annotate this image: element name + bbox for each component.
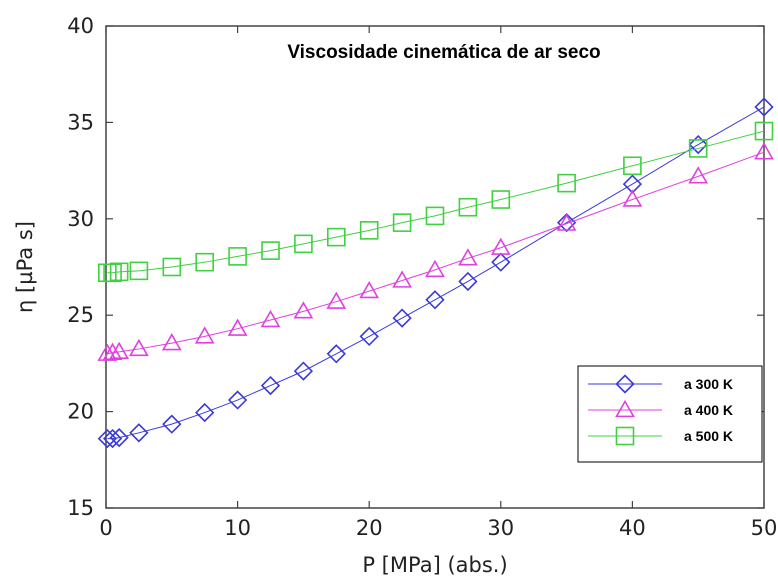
y-tick-label: 25 <box>67 303 94 327</box>
y-axis-label: η [µPa s] <box>13 221 37 313</box>
x-tick-label: 20 <box>356 516 383 540</box>
data-point <box>688 139 708 158</box>
data-point <box>260 309 281 328</box>
y-tick-label: 35 <box>67 110 94 134</box>
series-line <box>107 106 765 440</box>
series-triangle <box>97 142 774 361</box>
data-point <box>326 344 346 364</box>
data-point <box>557 173 576 193</box>
legend-label: a 400 K <box>684 402 733 418</box>
series-line <box>107 151 765 355</box>
data-point <box>109 341 130 360</box>
data-point <box>195 402 215 423</box>
data-point <box>162 257 182 277</box>
data-point <box>425 259 445 278</box>
data-point <box>556 213 577 233</box>
data-point <box>556 213 577 231</box>
data-point <box>359 326 379 347</box>
data-point <box>458 197 478 217</box>
data-point <box>260 375 281 396</box>
data-point <box>228 247 247 266</box>
series-layer <box>97 97 774 449</box>
legend-item: a 500 K <box>588 426 733 446</box>
data-point <box>294 234 313 254</box>
data-point <box>103 263 122 283</box>
legend-label: a 300 K <box>684 376 733 392</box>
series-line <box>107 130 765 274</box>
data-point <box>688 134 708 155</box>
data-point <box>458 271 478 292</box>
series-square <box>98 121 774 283</box>
data-point <box>359 280 380 299</box>
data-point <box>97 343 118 361</box>
x-tick-label: 10 <box>224 516 251 540</box>
data-point <box>425 206 445 226</box>
legend-label: a 500 K <box>684 428 733 444</box>
data-point <box>688 166 709 184</box>
legend-box <box>577 365 763 463</box>
x-tick-label: 0 <box>99 516 112 540</box>
data-point <box>293 301 314 319</box>
x-tick-label: 40 <box>619 516 646 540</box>
y-tick-label: 30 <box>67 207 94 231</box>
legend-marker <box>615 426 635 446</box>
legend: a 300 K a 400 K a 500 K <box>577 365 763 463</box>
data-point <box>261 241 280 260</box>
data-point <box>129 338 149 357</box>
data-point <box>392 213 412 232</box>
data-point <box>490 237 511 255</box>
data-point <box>754 142 774 160</box>
data-point <box>102 428 123 449</box>
data-point <box>293 361 314 381</box>
data-point <box>458 248 478 266</box>
data-point <box>623 156 642 176</box>
data-point <box>326 227 346 247</box>
x-axis-label: P [MPa] (abs.) <box>362 553 507 577</box>
data-point <box>195 252 214 272</box>
data-point <box>162 414 182 434</box>
data-point <box>359 221 379 240</box>
data-point <box>102 342 123 360</box>
data-point <box>392 270 412 288</box>
data-point <box>754 97 774 117</box>
legend-item: a 300 K <box>588 374 733 394</box>
y-tick-label: 40 <box>67 14 94 38</box>
data-point <box>425 290 445 310</box>
data-point <box>326 291 347 309</box>
y-tick-label: 20 <box>67 400 94 424</box>
data-point <box>129 261 149 281</box>
chart-title: Viscosidade cinemática de ar seco <box>287 42 600 63</box>
data-point <box>129 423 149 443</box>
data-point <box>392 308 412 328</box>
data-point <box>491 190 511 209</box>
data-point <box>491 252 511 272</box>
data-point <box>194 326 215 344</box>
legend-item: a 400 K <box>588 399 733 418</box>
data-point <box>109 262 129 282</box>
axis-ticks: 0 10 20 30 40 50 15 20 25 30 35 40 <box>67 14 777 540</box>
data-point <box>622 189 643 207</box>
x-tick-label: 50 <box>751 516 778 540</box>
data-point <box>227 390 248 410</box>
legend-marker <box>615 399 635 418</box>
data-point <box>754 121 774 141</box>
x-tick-label: 30 <box>487 516 514 540</box>
data-point <box>227 318 248 336</box>
data-point <box>109 427 129 448</box>
series-diamond <box>97 97 774 449</box>
data-point <box>161 333 182 351</box>
legend-marker <box>615 374 635 394</box>
y-tick-label: 15 <box>67 496 94 520</box>
